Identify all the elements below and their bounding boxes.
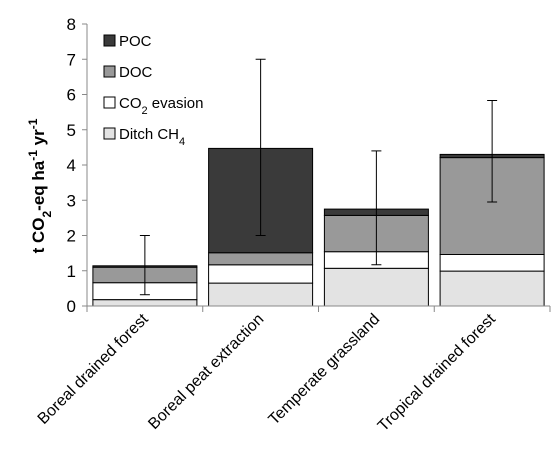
legend-swatch-3 bbox=[103, 127, 116, 140]
legend-label-2: CO2 evasion bbox=[119, 95, 204, 117]
legend-label-0: POC bbox=[119, 33, 152, 50]
y-tick-label-1: 1 bbox=[67, 262, 76, 281]
x-category-label-1: Boreal peat extraction bbox=[145, 311, 267, 433]
legend-swatch-0 bbox=[103, 34, 116, 47]
y-tick-label-0: 0 bbox=[67, 297, 76, 316]
legend-swatch-2 bbox=[103, 96, 116, 109]
y-tick-label-7: 7 bbox=[67, 50, 76, 69]
x-category-label-0: Boreal drained forest bbox=[35, 310, 152, 427]
legend: POC DOC CO2 evasion Ditch CH4 bbox=[103, 33, 204, 148]
y-axis-label: t CO2-eq ha-1 yr-1 bbox=[26, 118, 54, 253]
bar-segment-1-1 bbox=[208, 264, 314, 284]
bar-segment-3-2 bbox=[439, 157, 545, 256]
legend-label-3: Ditch CH4 bbox=[119, 126, 185, 148]
y-tick-label-6: 6 bbox=[67, 86, 76, 105]
y-tick-label-5: 5 bbox=[67, 121, 76, 140]
y-tick-label-4: 4 bbox=[67, 156, 76, 175]
bar-segment-3-0 bbox=[439, 270, 545, 307]
x-category-label-2: Temperate grassland bbox=[266, 311, 384, 429]
y-tick-label-8: 8 bbox=[67, 15, 76, 34]
legend-label-1: DOC bbox=[119, 64, 153, 81]
bar-segment-3-1 bbox=[439, 254, 545, 272]
legend-swatch-1 bbox=[103, 65, 116, 78]
y-tick-label-3: 3 bbox=[67, 191, 76, 210]
x-category-label-3: Tropical drained forest bbox=[375, 310, 500, 435]
bar-segment-1-2 bbox=[208, 252, 314, 266]
bar-segment-0-0 bbox=[92, 299, 198, 307]
bar-segment-2-0 bbox=[323, 267, 429, 307]
bar-segment-1-0 bbox=[208, 282, 314, 307]
y-tick-label-2: 2 bbox=[67, 227, 76, 246]
bars-layer bbox=[92, 147, 545, 307]
error-bars-layer bbox=[139, 58, 498, 296]
